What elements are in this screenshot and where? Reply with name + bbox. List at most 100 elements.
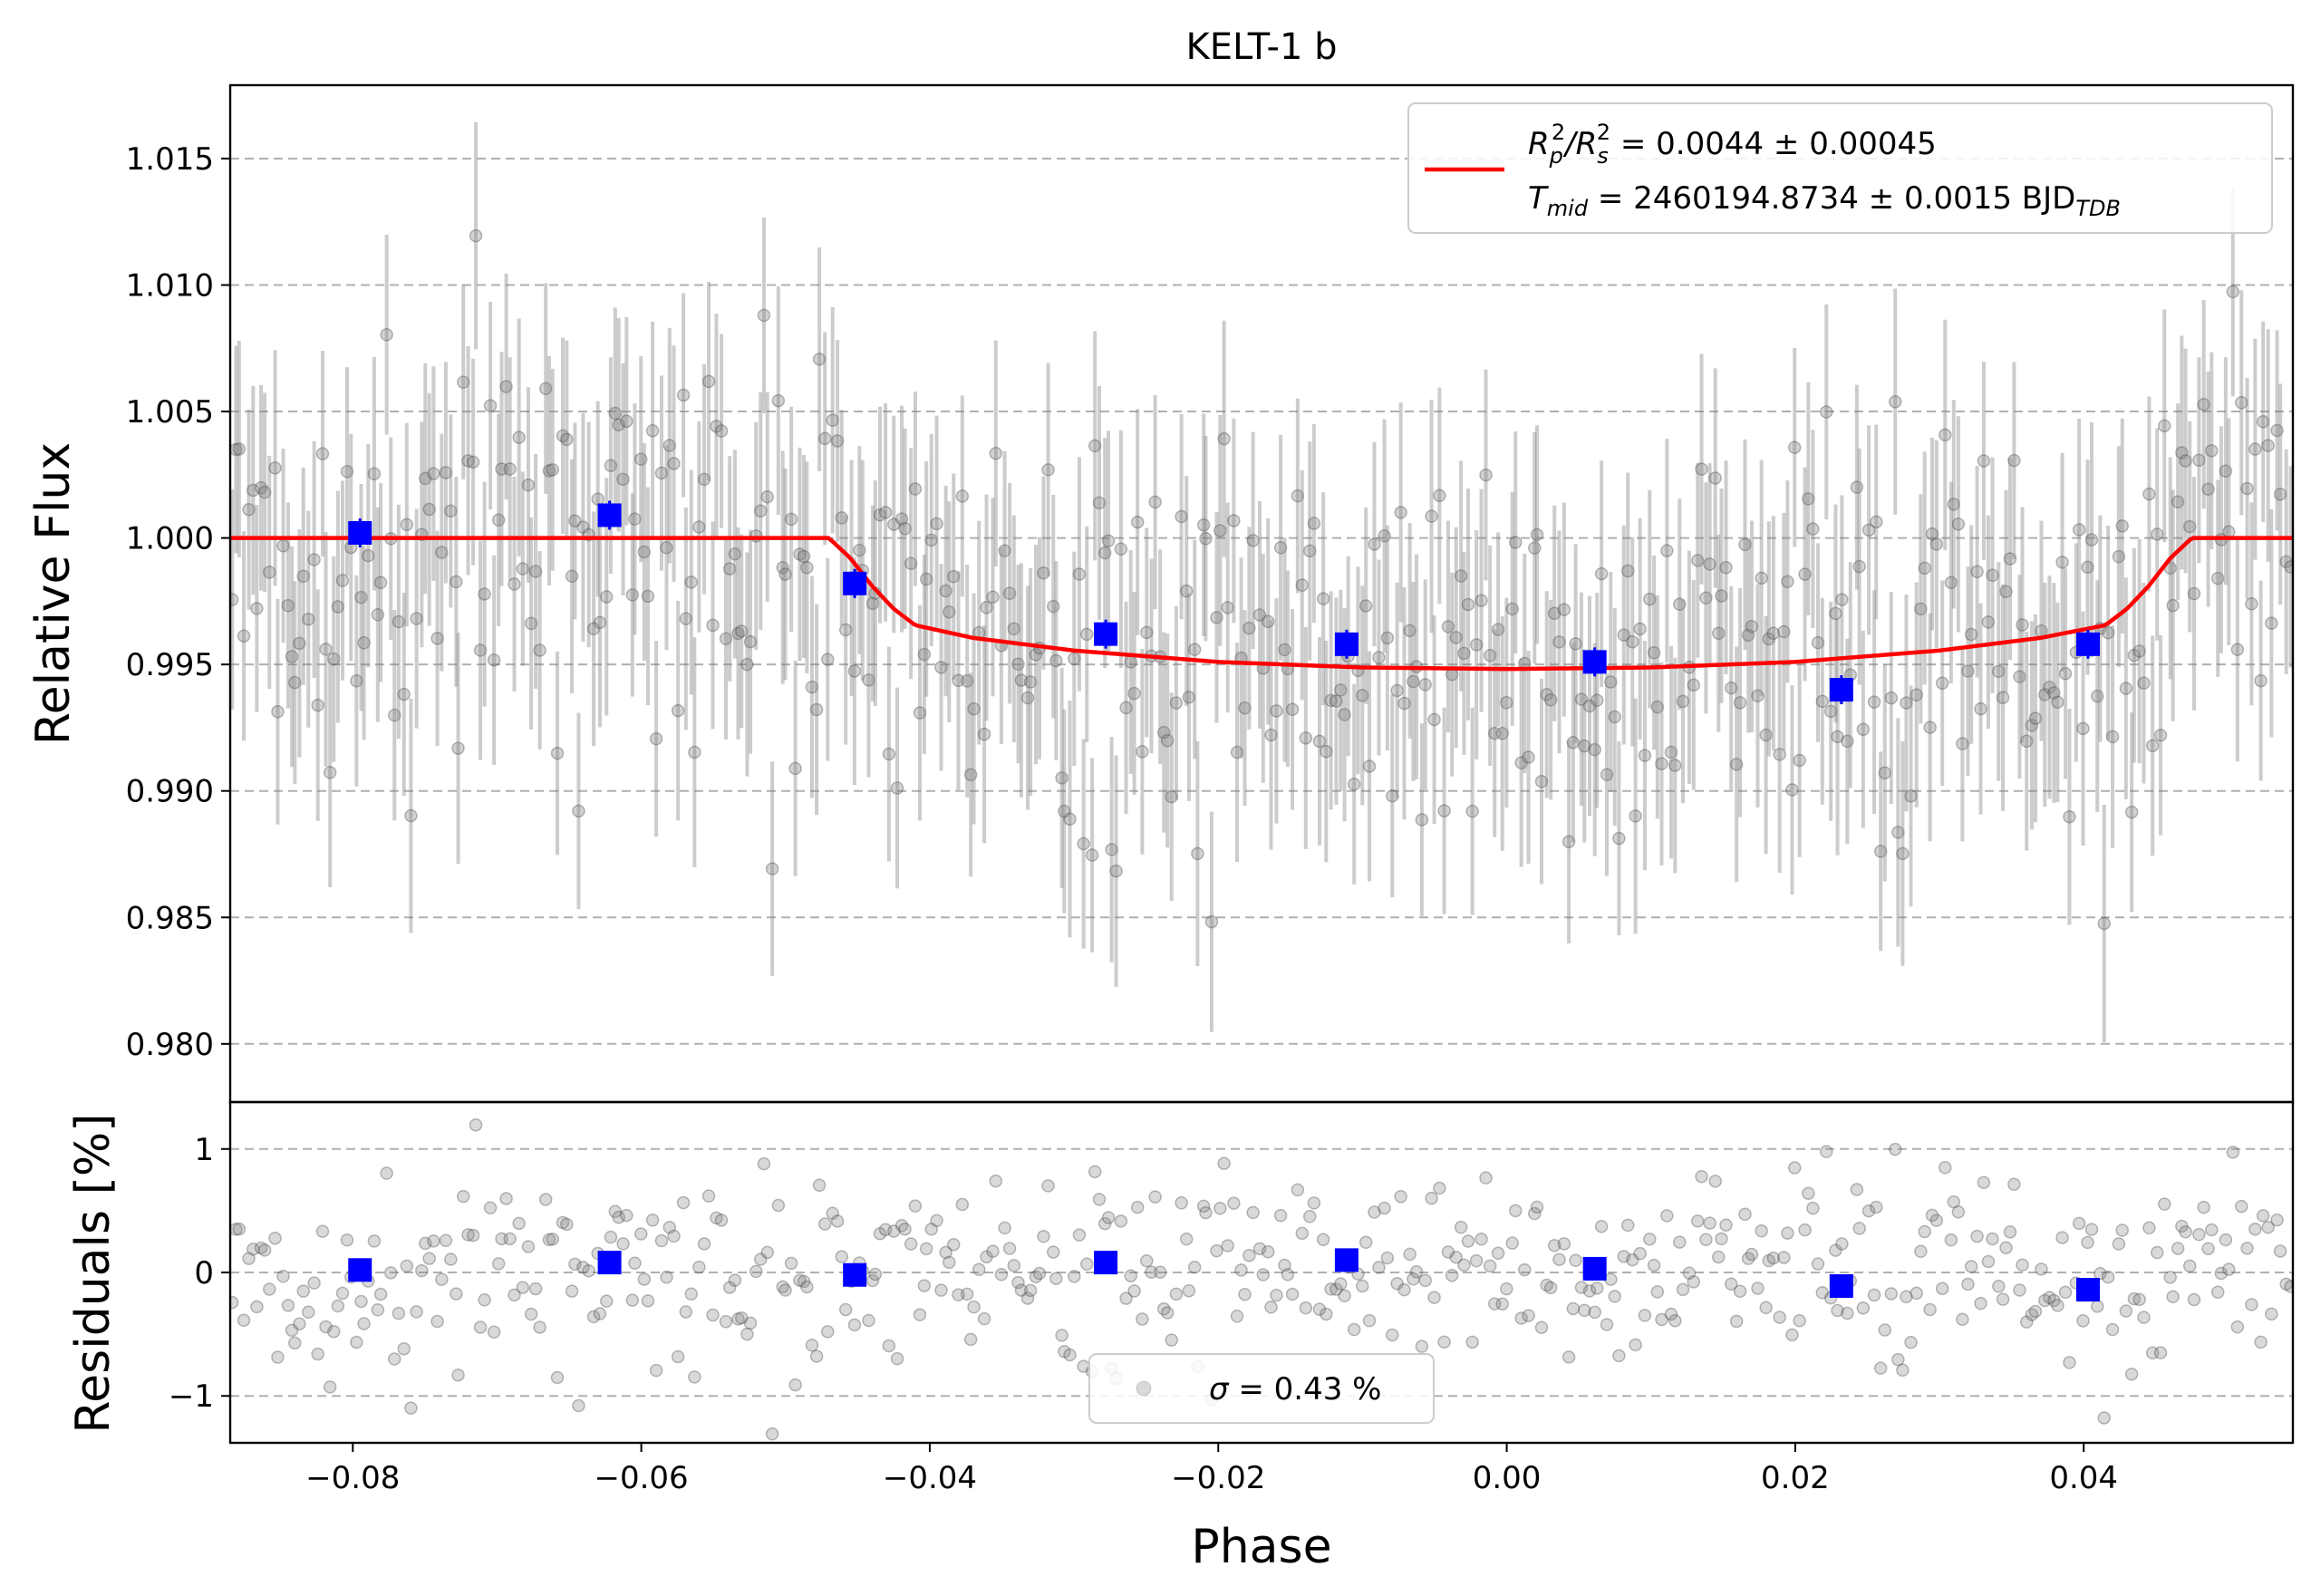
- residual-point: [1650, 1285, 1665, 1299]
- raw-point: [788, 761, 802, 776]
- residual-point: [1491, 1246, 1505, 1261]
- residual-point: [980, 1250, 993, 1263]
- raw-point: [1841, 734, 1854, 749]
- raw-point: [1695, 462, 1708, 476]
- residual-point: [285, 1323, 299, 1338]
- residual-point: [1910, 1286, 1923, 1301]
- raw-point: [2201, 482, 2215, 496]
- raw-point: [600, 590, 614, 604]
- residual-point: [1475, 1233, 1488, 1246]
- residual-point: [1738, 1207, 1752, 1221]
- residual-point: [890, 1351, 904, 1366]
- raw-point: [1719, 560, 1733, 575]
- residual-point: [1835, 1237, 1849, 1251]
- raw-point: [1324, 693, 1338, 708]
- residual-point: [2038, 1293, 2052, 1308]
- residual-point: [1153, 1265, 1167, 1279]
- raw-point: [1852, 559, 1866, 574]
- residual-point: [1914, 1244, 1928, 1259]
- raw-point: [487, 653, 501, 667]
- raw-point: [1759, 728, 1773, 742]
- raw-point: [350, 674, 363, 688]
- residual-point: [1923, 1302, 1937, 1317]
- raw-point: [2101, 625, 2115, 640]
- raw-point: [2072, 523, 2086, 537]
- raw-point: [512, 430, 526, 444]
- raw-point: [1359, 599, 1373, 613]
- residual-point: [637, 1272, 652, 1286]
- raw-point: [952, 673, 965, 688]
- residual-point: [2245, 1298, 2258, 1311]
- binned-point: [1094, 622, 1118, 646]
- raw-point: [1418, 678, 1432, 692]
- raw-point: [593, 615, 607, 630]
- raw-point: [1534, 775, 1549, 788]
- residual-point: [323, 1380, 337, 1394]
- residual-point: [1762, 1253, 1776, 1268]
- raw-point: [1230, 745, 1244, 759]
- residual-point: [1699, 1233, 1713, 1246]
- raw-point: [890, 781, 904, 795]
- residual-point: [608, 1204, 623, 1219]
- raw-point: [586, 622, 601, 636]
- residual-point: [1547, 1239, 1562, 1253]
- residual-point: [924, 1222, 938, 1236]
- raw-point: [1425, 509, 1438, 523]
- residual-point: [817, 1217, 832, 1231]
- residual-point: [469, 1117, 483, 1132]
- residual-point: [1900, 1290, 1913, 1304]
- residual-point: [2273, 1244, 2287, 1258]
- raw-point: [1543, 692, 1558, 707]
- residual-point: [662, 1220, 677, 1234]
- residual-point: [862, 1313, 875, 1328]
- residual-point: [1020, 1291, 1035, 1305]
- raw-point: [701, 374, 716, 389]
- residual-point: [2055, 1231, 2069, 1244]
- raw-point: [285, 650, 299, 663]
- residual-point: [1787, 1161, 1802, 1175]
- raw-point: [1974, 701, 1987, 716]
- residual-point: [1394, 1189, 1407, 1204]
- residual-point: [1425, 1191, 1438, 1205]
- residual-point: [684, 1287, 698, 1301]
- raw-point: [760, 489, 774, 504]
- residual-point: [1397, 1282, 1411, 1297]
- raw-point: [1307, 517, 1321, 530]
- residual-point: [1495, 1297, 1509, 1311]
- residuals-legend-sigma: σ = 0.43 %: [1209, 1371, 1381, 1407]
- binned-residual-point: [1582, 1256, 1607, 1281]
- raw-point: [908, 482, 923, 496]
- raw-point: [1970, 565, 1984, 579]
- residual-point: [1719, 1218, 1733, 1232]
- residual-point: [487, 1325, 501, 1340]
- raw-point: [1904, 789, 1918, 803]
- residual-point: [649, 1363, 663, 1378]
- residual-point: [1884, 1287, 1899, 1301]
- residual-point: [2028, 1304, 2043, 1319]
- residual-point: [1806, 1201, 1820, 1215]
- residual-point: [1947, 1195, 1961, 1209]
- raw-point: [546, 463, 559, 477]
- raw-point: [499, 380, 513, 393]
- raw-point: [2261, 439, 2275, 452]
- residual-point: [1097, 1216, 1112, 1231]
- residual-point: [1691, 1214, 1705, 1228]
- residual-point: [1935, 1282, 1949, 1295]
- raw-point: [1612, 831, 1626, 846]
- raw-point: [1092, 496, 1107, 510]
- residual-point: [1904, 1335, 1918, 1349]
- raw-point: [254, 480, 268, 495]
- residual-point: [1755, 1224, 1768, 1238]
- residual-point: [1465, 1335, 1479, 1349]
- residual-point: [628, 1256, 642, 1271]
- raw-point: [1944, 576, 1958, 590]
- raw-point: [2028, 711, 2043, 725]
- light-curve-y-tick-label: 0.990: [126, 774, 214, 810]
- raw-point: [913, 706, 927, 720]
- raw-point: [2105, 730, 2120, 744]
- residual-point: [565, 1284, 579, 1298]
- raw-point: [1136, 745, 1149, 759]
- raw-point: [1724, 681, 1738, 695]
- raw-point: [667, 457, 681, 470]
- raw-point: [1285, 702, 1300, 717]
